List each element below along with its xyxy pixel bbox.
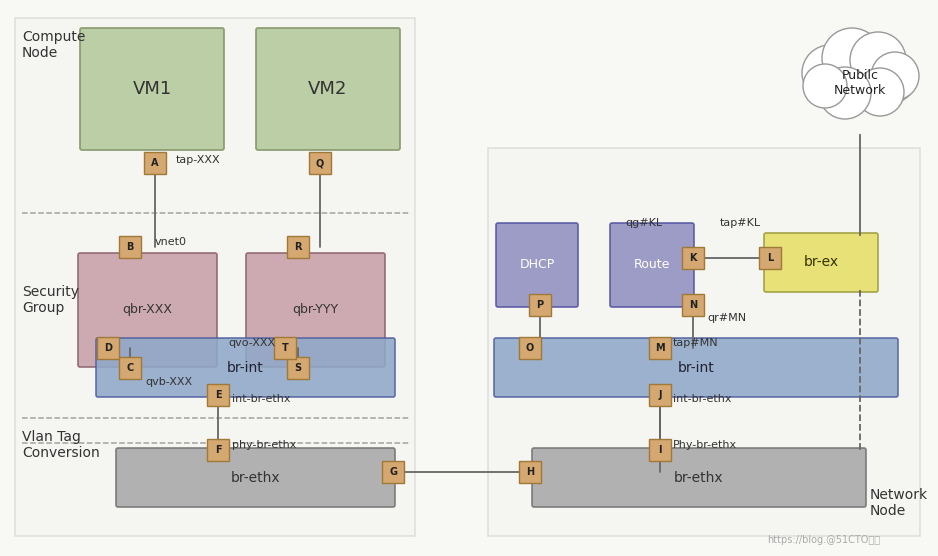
FancyBboxPatch shape (256, 28, 400, 150)
Text: qbr-XXX: qbr-XXX (123, 304, 173, 316)
FancyBboxPatch shape (116, 448, 395, 507)
Text: qvb-XXX: qvb-XXX (145, 377, 192, 387)
Bar (682, 247, 704, 269)
Text: D: D (104, 343, 112, 353)
Circle shape (802, 45, 858, 101)
Bar (207, 384, 229, 406)
FancyBboxPatch shape (78, 253, 217, 367)
Text: G: G (389, 467, 397, 477)
Text: Phy-br-ethx: Phy-br-ethx (673, 440, 737, 450)
Text: F: F (215, 445, 221, 455)
Circle shape (822, 28, 882, 88)
Text: C: C (127, 363, 133, 373)
Text: Compute
Node: Compute Node (22, 30, 85, 60)
Text: DHCP: DHCP (520, 259, 554, 271)
Text: VM1: VM1 (132, 80, 172, 98)
Text: br-int: br-int (227, 360, 264, 375)
Bar (287, 357, 309, 379)
Circle shape (850, 32, 906, 88)
Text: Route: Route (634, 259, 670, 271)
Bar (287, 236, 309, 258)
Text: br-ethx: br-ethx (674, 470, 724, 484)
Text: qg#KL: qg#KL (625, 218, 662, 228)
Text: B: B (127, 242, 134, 252)
Bar (97, 337, 119, 359)
Bar (649, 439, 671, 461)
Bar (759, 247, 781, 269)
Bar (649, 337, 671, 359)
Text: tap#KL: tap#KL (720, 218, 761, 228)
Text: tap-XXX: tap-XXX (176, 155, 220, 165)
Text: Pubilc
Network: Pubilc Network (834, 69, 886, 97)
Text: Q: Q (316, 158, 325, 168)
Text: qbr-YYY: qbr-YYY (293, 304, 339, 316)
Text: M: M (655, 343, 665, 353)
Text: I: I (658, 445, 661, 455)
Bar (15, 18, 415, 536)
Circle shape (871, 52, 919, 100)
Circle shape (803, 64, 847, 108)
FancyBboxPatch shape (764, 233, 878, 292)
Bar (649, 384, 671, 406)
Text: int-br-ethx: int-br-ethx (232, 394, 291, 404)
FancyBboxPatch shape (532, 448, 866, 507)
Bar (207, 439, 229, 461)
Text: Vlan Tag
Conversion: Vlan Tag Conversion (22, 430, 99, 460)
Bar (682, 294, 704, 316)
Text: O: O (526, 343, 534, 353)
Text: vnet0: vnet0 (155, 237, 187, 247)
FancyBboxPatch shape (496, 223, 578, 307)
Text: Network
Node: Network Node (870, 488, 928, 518)
Text: VM2: VM2 (309, 80, 348, 98)
Text: A: A (151, 158, 159, 168)
Text: K: K (689, 253, 697, 263)
Text: int-br-ethx: int-br-ethx (673, 394, 732, 404)
FancyBboxPatch shape (494, 338, 898, 397)
Text: H: H (526, 467, 534, 477)
Text: T: T (281, 343, 288, 353)
Ellipse shape (805, 56, 915, 111)
Bar (274, 337, 296, 359)
FancyBboxPatch shape (96, 338, 395, 397)
Text: qr#MN: qr#MN (707, 313, 746, 323)
Bar (309, 152, 331, 174)
Text: J: J (658, 390, 661, 400)
Text: Security
Group: Security Group (22, 285, 79, 315)
Text: br-ethx: br-ethx (231, 470, 280, 484)
Text: N: N (688, 300, 697, 310)
Text: phy-br-ethx: phy-br-ethx (232, 440, 296, 450)
FancyBboxPatch shape (610, 223, 694, 307)
Text: br-ex: br-ex (804, 256, 839, 270)
Bar (119, 236, 141, 258)
Bar (529, 294, 551, 316)
Text: R: R (295, 242, 302, 252)
Text: L: L (767, 253, 773, 263)
Text: https://blog.@51CTO博客: https://blog.@51CTO博客 (767, 535, 880, 545)
FancyBboxPatch shape (246, 253, 385, 367)
Text: br-int: br-int (677, 360, 715, 375)
FancyBboxPatch shape (80, 28, 224, 150)
Text: P: P (537, 300, 543, 310)
Text: qvo-XXX: qvo-XXX (228, 338, 275, 348)
Text: E: E (215, 390, 221, 400)
Text: tap#MN: tap#MN (673, 338, 719, 348)
Text: S: S (295, 363, 301, 373)
Circle shape (856, 68, 904, 116)
Circle shape (819, 67, 871, 119)
Bar (519, 337, 541, 359)
Bar (119, 357, 141, 379)
Bar (519, 461, 541, 483)
Bar (488, 148, 920, 536)
Bar (144, 152, 166, 174)
Bar (382, 461, 404, 483)
